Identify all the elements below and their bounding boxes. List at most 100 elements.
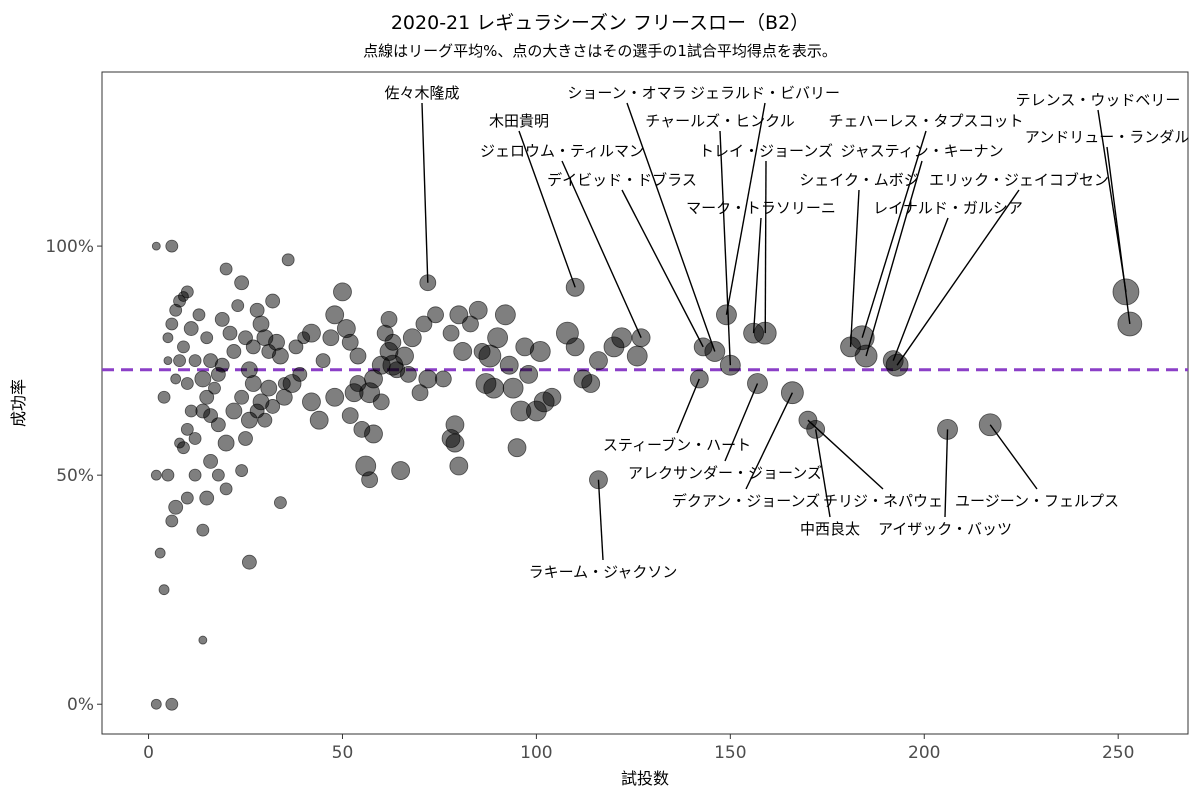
- scatter-point: [415, 315, 433, 333]
- scatter-point: [208, 381, 221, 395]
- leader-line: [518, 130, 576, 288]
- scatter-point: [238, 431, 253, 446]
- scatter-point: [462, 315, 479, 333]
- y-tick-label: 100%: [45, 237, 94, 257]
- plot-panel-border: [101, 71, 1189, 735]
- scatter-point: [499, 355, 519, 375]
- leader-line: [814, 429, 831, 518]
- scatter-point: [494, 304, 516, 326]
- scatter-point: [341, 407, 359, 424]
- player-label: デイビッド・ドブラス: [547, 171, 697, 189]
- scatter-point: [177, 340, 190, 354]
- scatter-point: [333, 282, 352, 302]
- scatter-point: [265, 293, 281, 309]
- leader-line: [724, 383, 759, 462]
- leader-line: [626, 102, 716, 352]
- scatter-point: [158, 584, 170, 596]
- player-label: チリジ・ネパウェ: [823, 492, 943, 510]
- scatter-point: [626, 345, 648, 367]
- scatter-point: [257, 412, 273, 428]
- scatter-point: [180, 285, 194, 299]
- chart-title: 2020-21 レギュラシーズン フリースロー（B2）: [390, 12, 810, 34]
- scatter-point: [449, 305, 469, 325]
- player-label: レイナルド・ガルシア: [873, 199, 1023, 217]
- scatter-point: [150, 698, 162, 710]
- scatter-point: [361, 471, 379, 489]
- scatter-point: [382, 354, 404, 376]
- leader-line: [865, 160, 923, 357]
- scatter-point: [315, 353, 331, 369]
- scatter-point: [277, 377, 291, 390]
- scatter-point: [194, 370, 212, 388]
- scatter-point: [165, 514, 179, 528]
- player-label: 中西良太: [800, 520, 860, 538]
- player-label: ジェラルド・ビバリー: [690, 84, 840, 102]
- scatter-point: [272, 347, 289, 365]
- scatter-point: [235, 464, 249, 477]
- leader-line: [752, 217, 762, 334]
- scatter-point: [234, 389, 250, 405]
- scatter-point: [249, 302, 265, 318]
- scatter-point: [165, 697, 179, 711]
- leader-line: [807, 419, 884, 490]
- scatter-point: [245, 339, 261, 355]
- scatter-point: [418, 369, 438, 389]
- player-label: ラキーム・ジャクソン: [529, 563, 678, 581]
- leader-line: [745, 392, 794, 490]
- scatter-point: [411, 384, 429, 402]
- scatter-point: [225, 402, 243, 420]
- x-tick-label: 50: [332, 743, 354, 763]
- player-label: ショーン・オマラ: [567, 84, 686, 102]
- scatter-point: [325, 305, 345, 325]
- scatter-point: [219, 262, 233, 276]
- scatter-point: [157, 390, 171, 404]
- scatter-point: [211, 468, 225, 482]
- scatter-point: [542, 387, 562, 407]
- scatter-point: [487, 327, 509, 349]
- x-tick-label: 100: [520, 743, 552, 763]
- scatter-point: [196, 523, 210, 537]
- leader-line: [764, 160, 767, 334]
- scatter-point: [214, 357, 230, 373]
- scatter-point: [349, 347, 367, 365]
- x-tick-label: 0: [143, 743, 154, 763]
- scatter-point: [468, 300, 488, 320]
- player-label: シェイク・ムボジ: [799, 171, 918, 189]
- scatter-point: [199, 490, 215, 506]
- player-label: ジェロウム・ティルマン: [480, 142, 644, 160]
- scatter-point: [188, 468, 202, 482]
- leader-line: [1106, 146, 1131, 325]
- scatter-point: [309, 410, 329, 430]
- scatter-point: [226, 344, 242, 359]
- scatter-point: [210, 417, 226, 433]
- scatter-point: [170, 373, 182, 385]
- scatter-point: [325, 387, 345, 407]
- leader-line: [621, 189, 704, 348]
- scatter-point: [180, 422, 194, 436]
- scatter-point: [162, 332, 174, 344]
- scatter-point: [200, 331, 214, 345]
- player-label: アレクサンダー・ジョーンズ: [628, 464, 822, 482]
- scatter-point: [427, 306, 444, 324]
- scatter-point: [341, 333, 359, 351]
- chart-subtitle: 点線はリーグ平均%、点の大きさはその選手の1試合平均得点を表示。: [363, 42, 837, 60]
- scatter-point: [234, 275, 250, 291]
- scatter-point: [322, 329, 340, 347]
- scatter-point: [199, 389, 215, 405]
- leader-line: [561, 160, 642, 339]
- scatter-point: [184, 404, 198, 418]
- scatter-point: [565, 337, 585, 357]
- scatter-point: [519, 364, 539, 384]
- leader-line: [849, 189, 860, 347]
- player-label: チャールズ・ヒンクル: [645, 112, 794, 130]
- scatter-point: [274, 496, 287, 510]
- leader-line: [719, 130, 732, 366]
- scatter-point: [217, 434, 235, 452]
- scatter-point: [192, 308, 206, 322]
- scatter-point: [380, 310, 398, 328]
- y-tick-label: 50%: [56, 466, 94, 486]
- x-tick-label: 150: [714, 743, 746, 763]
- scatter-point: [173, 354, 186, 368]
- leader-line: [892, 217, 949, 361]
- leader-line: [597, 479, 604, 561]
